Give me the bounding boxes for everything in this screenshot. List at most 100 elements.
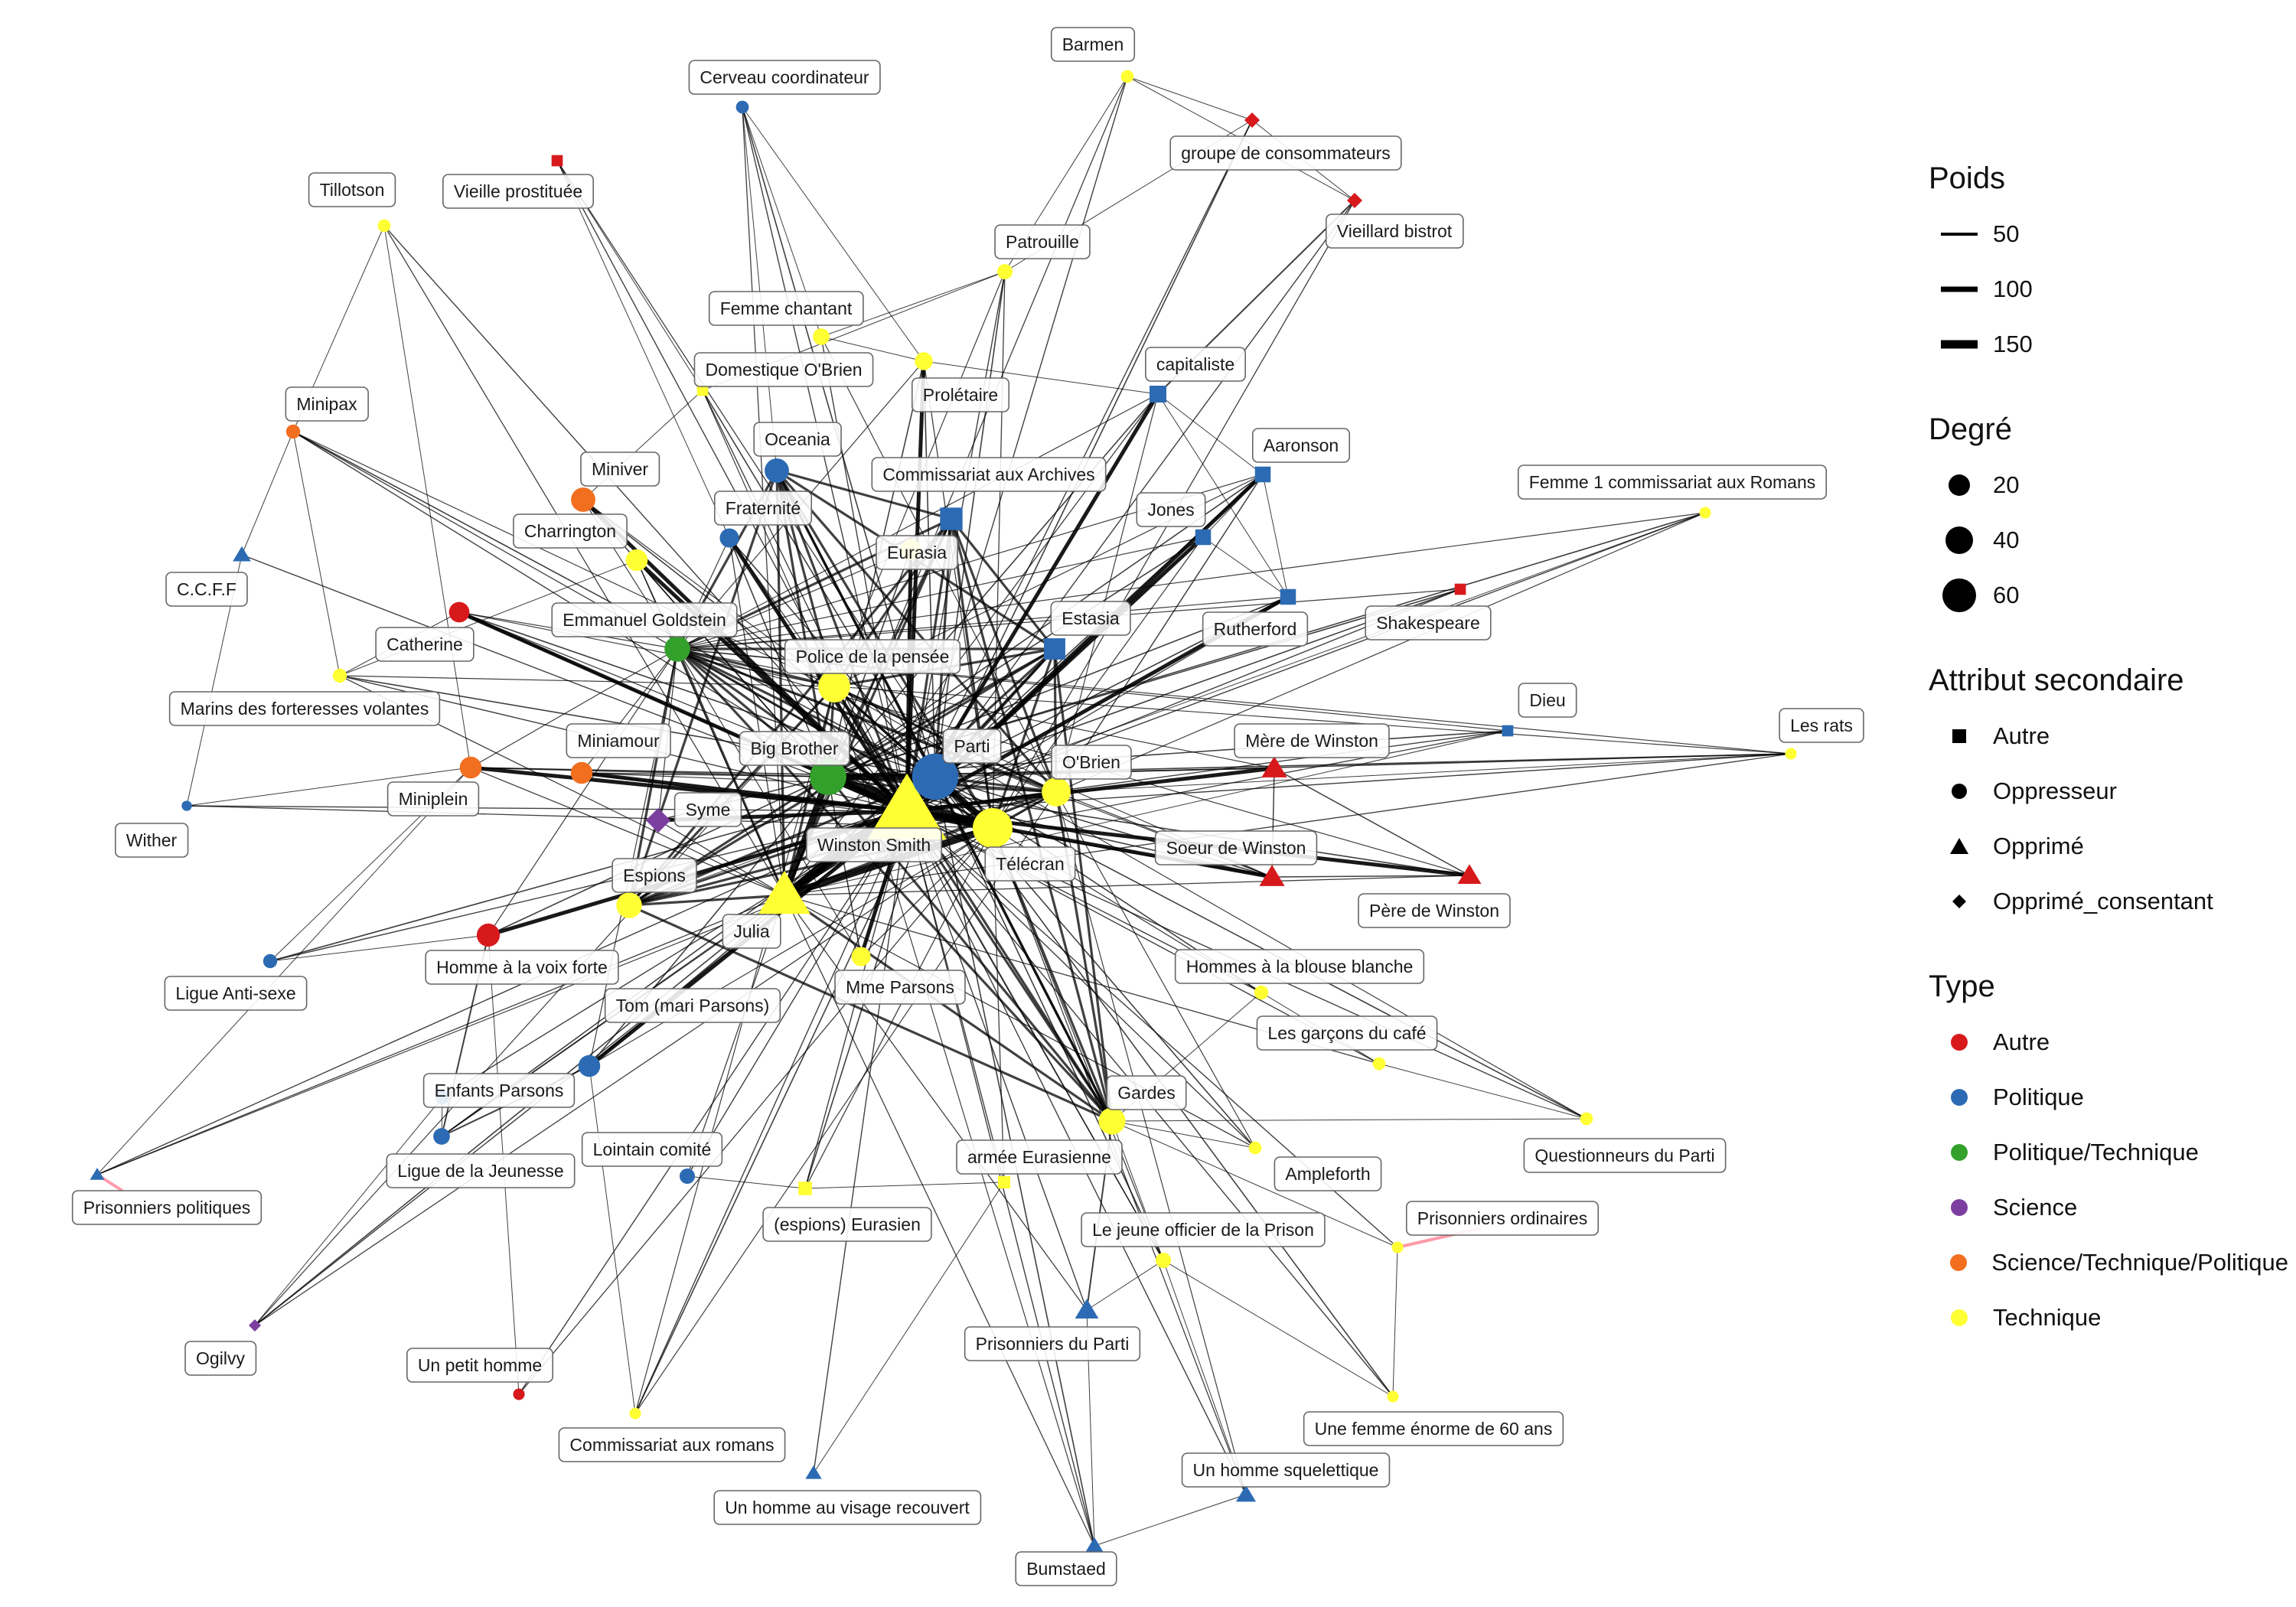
node-label-text: Prisonniers politiques bbox=[83, 1198, 251, 1217]
graph-edge bbox=[833, 686, 1114, 1122]
legend-type-item: Technique bbox=[1929, 1290, 2288, 1345]
node-label-text: Commissariat aux Archives bbox=[882, 464, 1094, 484]
graph-edge bbox=[488, 776, 829, 936]
graph-node bbox=[1155, 1252, 1172, 1269]
node-label: Prisonniers du Parti bbox=[964, 1326, 1141, 1361]
node-label: Charrington bbox=[513, 513, 628, 549]
graph-edge bbox=[292, 431, 341, 676]
graph-node bbox=[616, 892, 642, 918]
graph-node bbox=[1457, 864, 1482, 885]
graph-edge bbox=[1111, 1120, 1398, 1248]
node-label: Télécran bbox=[984, 846, 1076, 882]
graph-edge bbox=[775, 470, 786, 896]
graph-node bbox=[664, 636, 690, 662]
legend-type-item: Science/Technique/Politique bbox=[1929, 1235, 2288, 1290]
node-label-text: Femme chantant bbox=[720, 298, 853, 318]
graph-edge bbox=[1163, 1260, 1394, 1397]
legend-degre-item: 20 bbox=[1929, 458, 2288, 513]
graph-node bbox=[285, 424, 301, 439]
graph-labels: Winston Smith Parti Télécran Big Brother Jul… bbox=[71, 27, 1864, 1586]
node-label: Soeur de Winston bbox=[1154, 830, 1318, 865]
node-label-text: Tom (mari Parsons) bbox=[616, 996, 770, 1015]
graph-edge bbox=[1094, 1494, 1247, 1547]
node-label: Père de Winston bbox=[1358, 893, 1511, 928]
graph-node bbox=[1580, 1112, 1593, 1126]
node-label-text: Le jeune officier de la Prison bbox=[1092, 1220, 1314, 1240]
legend-attribut-item: Opprimé_consentant bbox=[1929, 874, 2288, 929]
node-label: Hommes à la blouse blanche bbox=[1174, 949, 1425, 984]
node-label: Dieu bbox=[1518, 683, 1577, 718]
graph-edge bbox=[1202, 536, 1289, 598]
node-label-text: Les garçons du café bbox=[1267, 1023, 1426, 1043]
node-label: Catherine bbox=[375, 627, 475, 662]
node-label-text: Cerveau coordinateur bbox=[700, 67, 869, 87]
node-label-text: Ligue de la Jeunesse bbox=[397, 1161, 563, 1181]
legend-type-title: Type bbox=[1929, 970, 1995, 1003]
graph-edge bbox=[992, 827, 1164, 1261]
node-label-text: Estasia bbox=[1062, 608, 1120, 628]
graph-node bbox=[1042, 777, 1071, 807]
graph-edge bbox=[1127, 76, 1253, 121]
node-label-text: Charrington bbox=[524, 521, 616, 541]
graph-edge bbox=[339, 675, 835, 687]
node-label-text: Prisonniers ordinaires bbox=[1417, 1208, 1587, 1228]
node-label-text: groupe de consommateurs bbox=[1181, 143, 1391, 163]
graph-edge bbox=[820, 336, 925, 362]
node-label: Ampleforth bbox=[1274, 1156, 1382, 1191]
graph-edge bbox=[702, 390, 908, 812]
node-label: Lointain comité bbox=[581, 1132, 723, 1167]
graph-node bbox=[570, 761, 593, 784]
graph-edge bbox=[776, 469, 952, 520]
node-label-text: Un homme squelettique bbox=[1193, 1460, 1379, 1480]
graph-edge bbox=[634, 686, 835, 1414]
graph-node bbox=[996, 263, 1013, 280]
graph-edge bbox=[96, 895, 785, 1175]
node-label: Big Brother bbox=[739, 731, 850, 766]
node-label: Barmen bbox=[1050, 27, 1136, 62]
graph-edge bbox=[1055, 791, 1247, 1495]
node-label-text: Eurasia bbox=[887, 543, 947, 562]
legend-degre: Degré 20 40 60 bbox=[1929, 412, 2288, 623]
node-label: Police de la pensée bbox=[784, 639, 961, 674]
node-label: Ligue Anti-sexe bbox=[164, 976, 308, 1011]
node-label: Espions bbox=[612, 858, 697, 893]
node-label-text: Julia bbox=[733, 921, 770, 941]
node-label: Minipax bbox=[285, 386, 369, 422]
node-label: Shakespeare bbox=[1365, 605, 1492, 641]
graph-edge bbox=[241, 554, 908, 812]
node-label-text: Shakespeare bbox=[1376, 613, 1480, 633]
graph-node bbox=[433, 1128, 450, 1145]
graph-node bbox=[798, 1182, 812, 1195]
node-label-text: armée Eurasienne bbox=[967, 1147, 1111, 1167]
node-label-text: Catherine bbox=[386, 634, 463, 654]
graph-edge bbox=[784, 894, 1113, 1123]
node-label-text: Lointain comité bbox=[593, 1139, 712, 1159]
graph-node bbox=[912, 753, 959, 800]
node-label-text: Mme Parsons bbox=[846, 977, 954, 997]
graph-node bbox=[90, 1167, 105, 1180]
node-label-text: Homme à la voix forte bbox=[436, 957, 608, 977]
graph-edge bbox=[1086, 1260, 1164, 1311]
node-label: Oceania bbox=[753, 422, 842, 457]
graph-node bbox=[1280, 588, 1296, 605]
legend-type-item: Politique bbox=[1929, 1070, 2288, 1125]
node-label-text: Rutherford bbox=[1214, 619, 1297, 639]
legend-attribut-item: Opprimé bbox=[1929, 819, 2288, 874]
graph-edge bbox=[827, 360, 925, 777]
graph-edge bbox=[784, 895, 1095, 1547]
node-label: C.C.F.F bbox=[165, 572, 248, 607]
node-label: Rutherford bbox=[1202, 611, 1309, 647]
node-label: Marins des forteresses volantes bbox=[168, 691, 441, 726]
legend-type-item: Politique/Technique bbox=[1929, 1125, 2288, 1180]
graph-node bbox=[578, 1054, 601, 1077]
graph-edge bbox=[470, 765, 908, 813]
node-label-text: Oceania bbox=[765, 429, 830, 449]
graph-edge bbox=[992, 730, 1508, 829]
graph-edge bbox=[589, 1065, 636, 1414]
node-label: Vieille prostituée bbox=[442, 174, 594, 209]
node-label: Miniamour bbox=[566, 723, 671, 758]
node-label-text: Minipax bbox=[296, 394, 357, 414]
graph-node bbox=[1235, 1485, 1257, 1502]
node-label: Miniplein bbox=[386, 781, 480, 817]
